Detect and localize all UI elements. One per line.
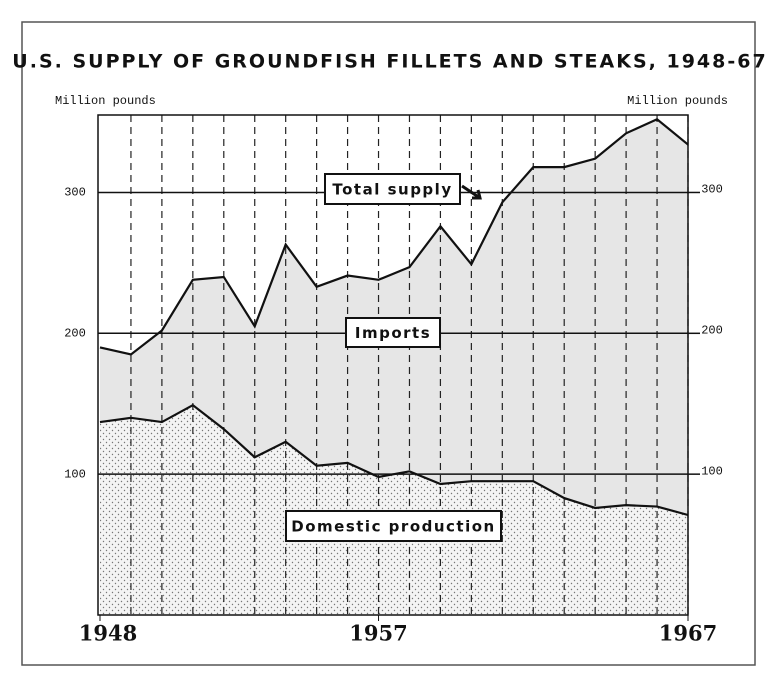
legend-label-box [345, 317, 441, 348]
arrow [461, 184, 482, 200]
x-tick-label: 1967 [659, 621, 717, 646]
annotation: Total supply [332, 181, 452, 199]
y-tick-label: 200 [64, 326, 86, 340]
x-tick-label: 1948 [79, 621, 137, 646]
y2-tick-label: 300 [701, 183, 723, 197]
annotation-box [324, 173, 461, 205]
y-axis-label: Million pounds [55, 94, 156, 108]
x-tick-label: 1957 [349, 621, 407, 646]
legend-label: Domestic production [291, 518, 495, 536]
y2-tick-label: 100 [701, 464, 723, 478]
chart-title: U.S. SUPPLY OF GROUNDFISH FILLETS AND ST… [12, 51, 767, 73]
y-tick-label: 100 [64, 467, 86, 481]
frame [21, 21, 756, 666]
y2-tick-label: 200 [701, 323, 723, 337]
legend-label-box [285, 510, 502, 542]
plot-border [97, 114, 689, 616]
legend-label: Imports [355, 324, 431, 342]
y-tick-label: 300 [64, 186, 86, 200]
series-line [99, 117, 689, 356]
y2-axis-label: Million pounds [627, 94, 728, 108]
